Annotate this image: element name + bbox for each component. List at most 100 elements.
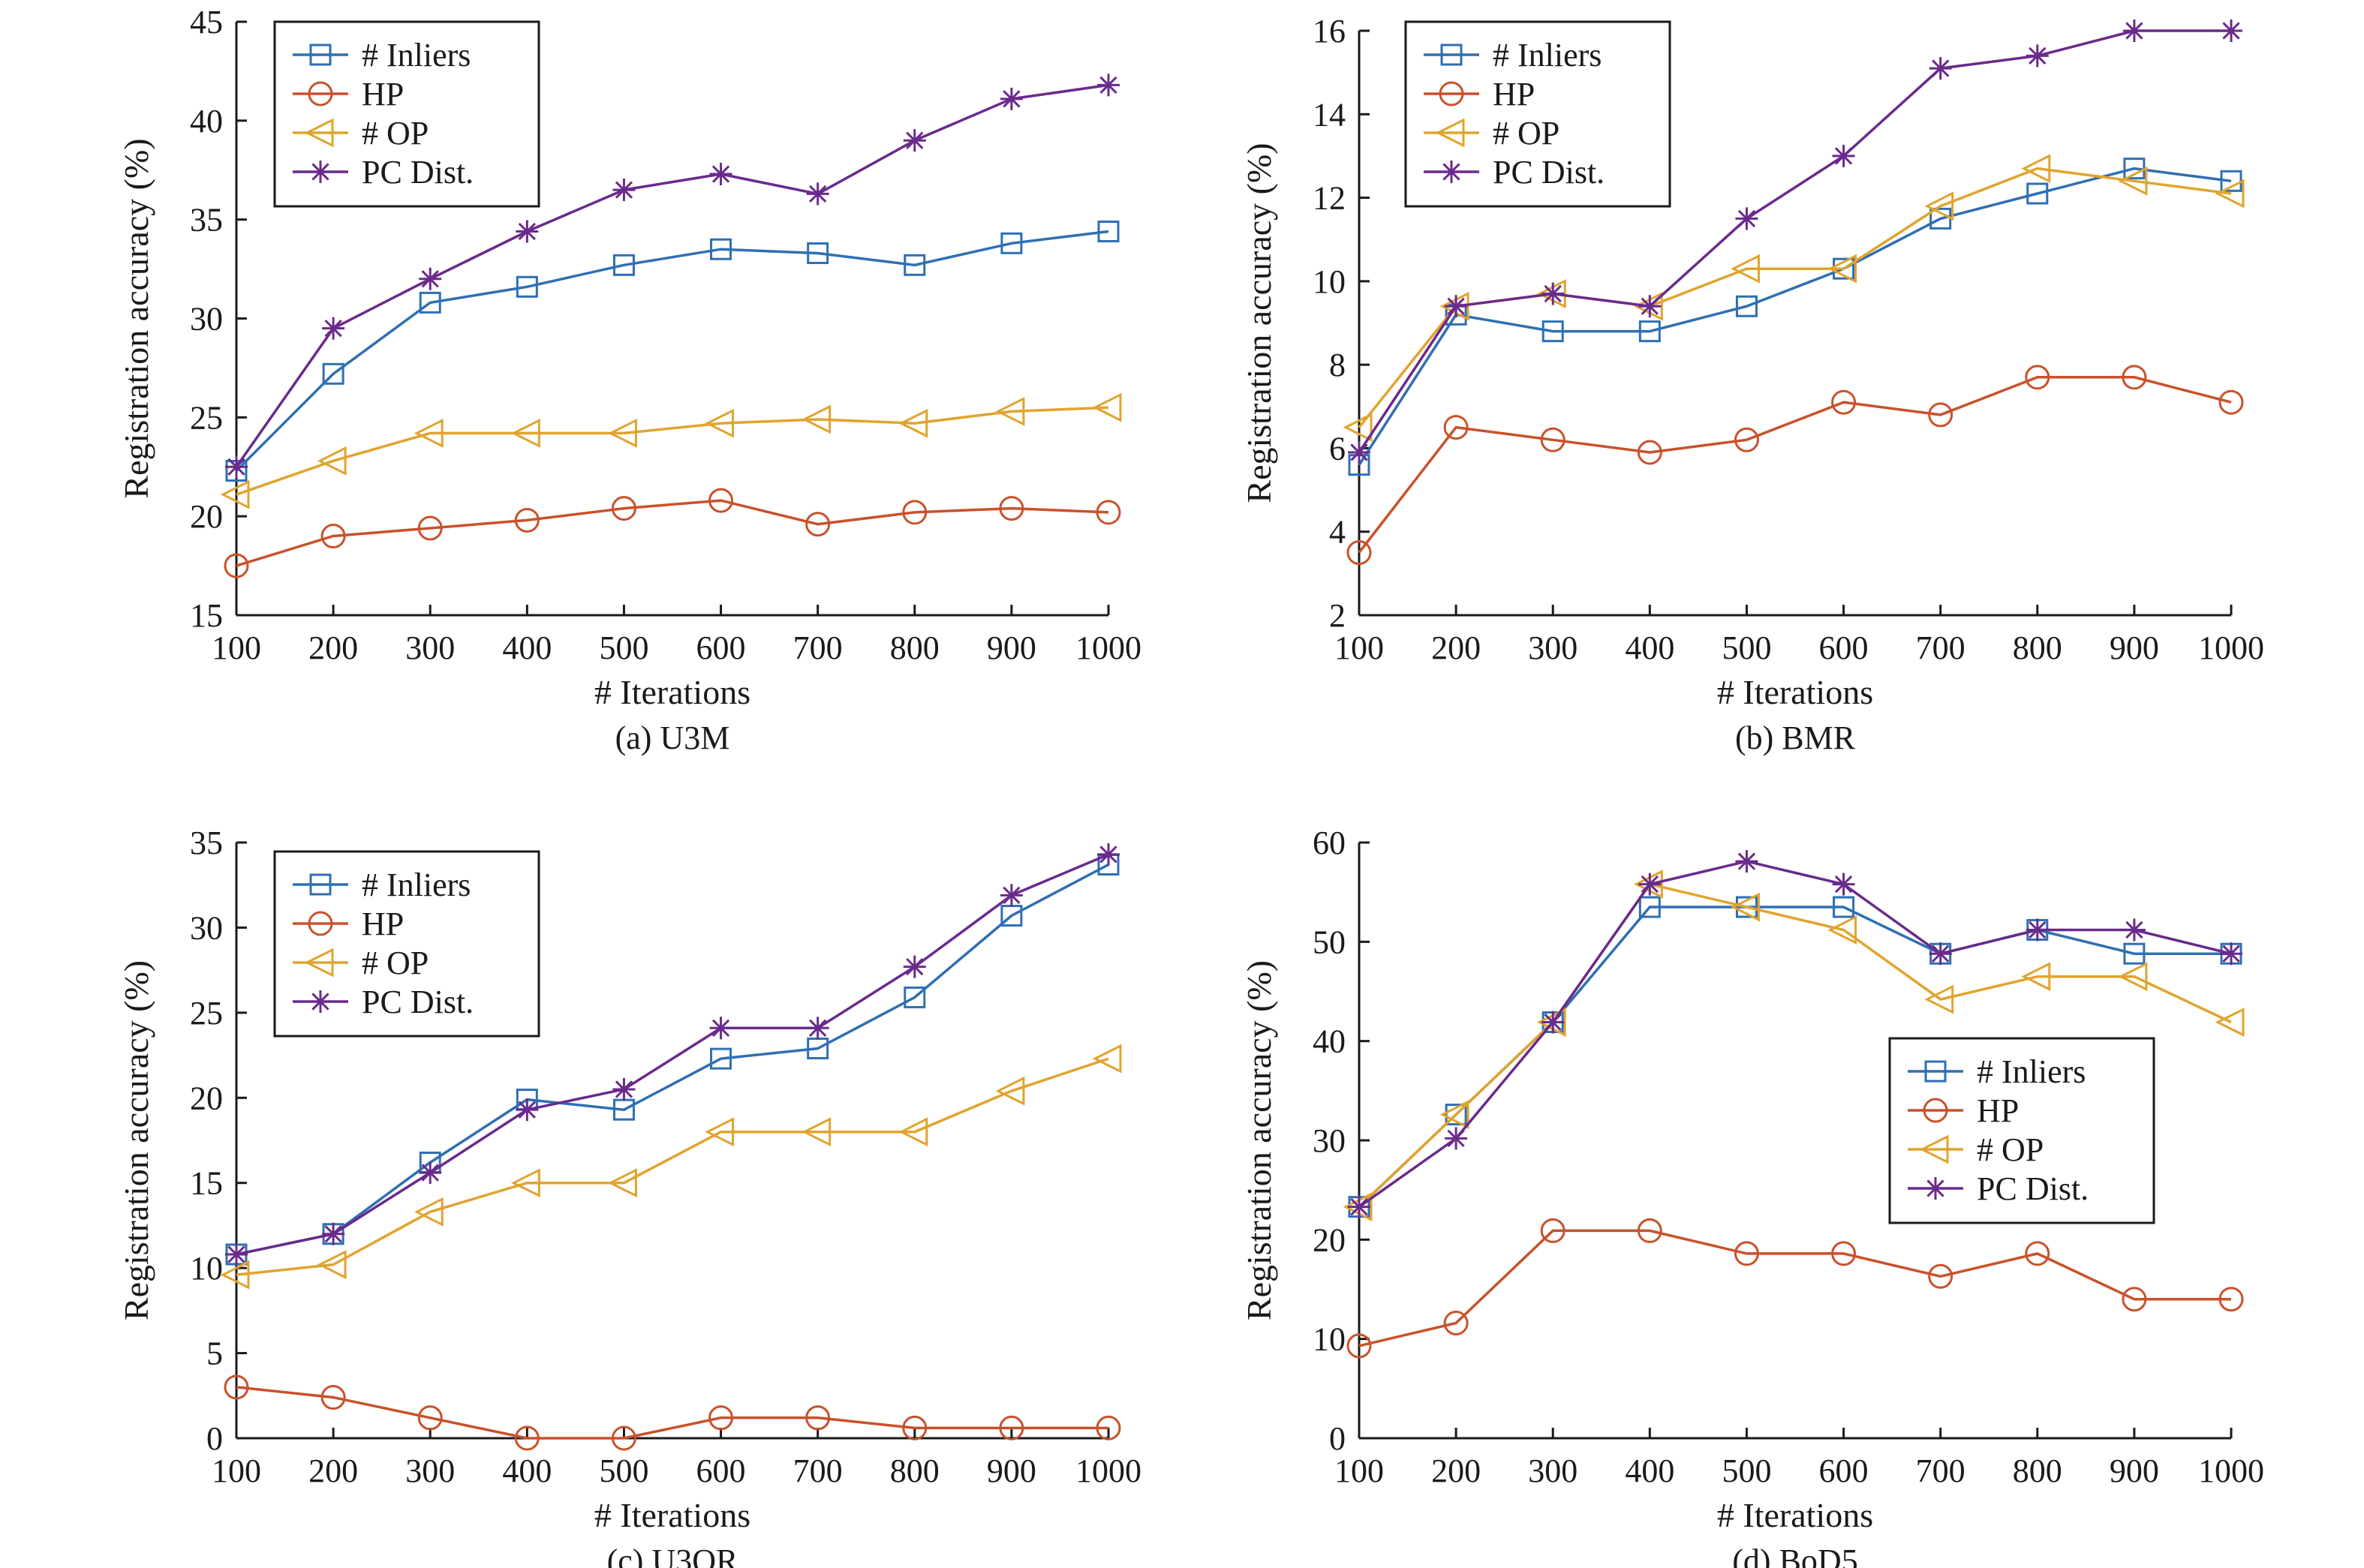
x-tick-label: 700 bbox=[1916, 629, 1965, 666]
x-tick-label: 600 bbox=[696, 1452, 746, 1489]
data-point-op bbox=[1731, 892, 1760, 922]
data-point-inliers bbox=[904, 254, 926, 276]
data-point-hp bbox=[805, 512, 831, 537]
x-tick-label: 900 bbox=[2110, 629, 2159, 666]
legend-entry: # OP bbox=[362, 115, 429, 152]
data-point-inliers bbox=[1735, 896, 1758, 918]
x-tick-label: 100 bbox=[212, 1452, 261, 1489]
data-point-op bbox=[317, 446, 347, 476]
data-point-hp bbox=[1831, 389, 1857, 415]
data-point-hp bbox=[514, 507, 540, 533]
data-point-op bbox=[705, 1117, 735, 1147]
panel-caption: (d) BoD5 bbox=[1732, 1542, 1857, 1568]
data-point-op bbox=[1827, 915, 1857, 945]
x-tick-label: 100 bbox=[212, 629, 261, 666]
data-point-pc bbox=[612, 1077, 636, 1101]
data-point-op bbox=[1439, 1100, 1469, 1130]
data-point-op bbox=[2118, 166, 2148, 196]
y-axis-label: Registration accuracy (%) bbox=[117, 960, 155, 1320]
legend-box bbox=[273, 20, 540, 208]
data-point-hp bbox=[2218, 1287, 2244, 1312]
data-point-hp bbox=[320, 524, 346, 549]
data-point-pc bbox=[419, 1161, 442, 1185]
legend-box bbox=[1888, 1037, 2155, 1224]
y-tick-label: 35 bbox=[190, 825, 223, 861]
x-tick-label: 1000 bbox=[1075, 629, 1141, 666]
legend-entry: # Inliers bbox=[1977, 1053, 2086, 1090]
data-point-pc bbox=[516, 1098, 539, 1122]
data-point-inliers bbox=[1638, 896, 1661, 918]
data-point-pc bbox=[1541, 1011, 1565, 1034]
data-point-pc bbox=[806, 1017, 829, 1040]
data-point-hp bbox=[1346, 540, 1372, 566]
data-point-pc bbox=[1638, 295, 1662, 318]
legend-swatch-marker bbox=[1440, 161, 1463, 183]
data-point-pc bbox=[903, 955, 926, 978]
y-tick-label: 20 bbox=[190, 1080, 223, 1116]
data-point-op bbox=[510, 418, 540, 448]
x-tick-label: 300 bbox=[1528, 1452, 1578, 1489]
legend-swatch-marker bbox=[309, 873, 332, 896]
y-axis-label: Registration accuracy (%) bbox=[117, 138, 155, 498]
data-point-inliers bbox=[1541, 320, 1564, 343]
x-tick-label: 900 bbox=[2110, 1452, 2159, 1489]
x-tick-label: 600 bbox=[696, 629, 746, 666]
y-tick-label: 5 bbox=[206, 1335, 223, 1372]
data-point-hp bbox=[805, 1405, 831, 1431]
legend-box bbox=[1404, 20, 1671, 208]
data-point-hp bbox=[1096, 1415, 1121, 1440]
data-point-op bbox=[2021, 154, 2051, 184]
data-point-hp bbox=[320, 1385, 346, 1410]
x-tick-label: 1000 bbox=[1075, 1452, 1141, 1489]
y-tick-label: 40 bbox=[1313, 1023, 1346, 1060]
x-axis-label: # Iterations bbox=[1717, 1496, 1873, 1534]
data-point-op bbox=[1092, 1044, 1122, 1074]
x-tick-label: 800 bbox=[890, 1452, 940, 1489]
y-tick-label: 30 bbox=[190, 301, 223, 338]
data-point-hp bbox=[2025, 1241, 2050, 1266]
data-point-hp bbox=[2122, 1287, 2147, 1312]
data-point-inliers bbox=[2026, 182, 2049, 205]
data-point-op bbox=[220, 479, 250, 509]
x-tick-label: 400 bbox=[1625, 1452, 1674, 1489]
data-point-pc bbox=[612, 179, 636, 202]
y-tick-label: 15 bbox=[190, 1165, 223, 1202]
y-tick-label: 25 bbox=[190, 399, 223, 436]
panel-caption: (c) U3OR bbox=[607, 1542, 738, 1568]
series-line-inliers bbox=[1358, 167, 2232, 466]
data-point-pc bbox=[419, 267, 442, 290]
data-point-pc bbox=[1735, 850, 1758, 873]
data-point-inliers bbox=[1000, 232, 1023, 254]
y-axis-label: Registration accuracy (%) bbox=[1240, 960, 1278, 1320]
x-tick-label: 100 bbox=[1334, 1452, 1384, 1489]
data-point-inliers bbox=[710, 238, 732, 260]
data-point-op bbox=[995, 396, 1025, 426]
x-tick-label: 600 bbox=[1819, 629, 1869, 666]
data-point-op bbox=[317, 1250, 347, 1280]
y-tick-label: 10 bbox=[1313, 263, 1346, 300]
data-point-pc bbox=[1832, 144, 1855, 167]
data-point-hp bbox=[417, 515, 443, 541]
data-point-hp bbox=[1096, 500, 1121, 525]
data-point-inliers bbox=[612, 254, 635, 276]
legend-swatch-marker bbox=[304, 948, 334, 978]
data-point-hp bbox=[2122, 365, 2147, 390]
legend-entry: HP bbox=[1977, 1092, 2019, 1129]
y-tick-label: 4 bbox=[1329, 514, 1346, 551]
y-tick-label: 40 bbox=[190, 103, 223, 140]
legend-swatch-marker bbox=[304, 118, 334, 148]
data-point-op bbox=[414, 418, 444, 448]
data-point-inliers bbox=[516, 275, 538, 298]
legend-entry: HP bbox=[362, 76, 404, 113]
x-tick-label: 200 bbox=[1431, 629, 1481, 666]
data-point-pc bbox=[2220, 20, 2242, 42]
x-tick-label: 400 bbox=[1625, 629, 1674, 666]
data-point-op bbox=[1924, 984, 1954, 1014]
legend-entry: PC Dist. bbox=[1977, 1170, 2089, 1207]
data-point-hp bbox=[611, 1425, 636, 1451]
y-tick-label: 10 bbox=[1313, 1321, 1346, 1358]
data-point-hp bbox=[514, 1425, 540, 1451]
x-axis-label: # Iterations bbox=[1717, 673, 1873, 711]
data-point-hp bbox=[1540, 1218, 1565, 1243]
